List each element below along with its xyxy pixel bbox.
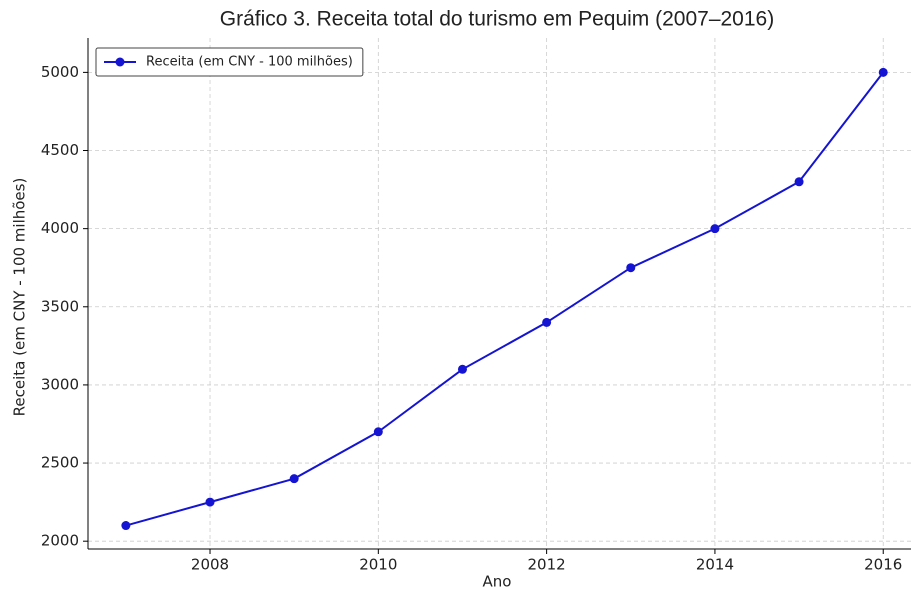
data-point: [457, 364, 467, 374]
data-point: [205, 497, 215, 507]
y-tick-label: 4000: [41, 219, 79, 237]
data-point: [373, 427, 383, 437]
y-tick-label: 2000: [41, 532, 79, 550]
data-point: [794, 177, 804, 187]
x-axis-label: Ano: [483, 573, 512, 591]
series-line: [125, 71, 885, 527]
chart-title: Gráfico 3. Receita total do turismo em P…: [220, 8, 774, 31]
x-tick-label: 2012: [528, 556, 566, 574]
y-axis-label: Receita (em CNY - 100 milhões): [11, 178, 29, 417]
data-point: [121, 521, 131, 531]
data-point: [626, 263, 636, 273]
x-tick-label: 2014: [696, 556, 734, 574]
y-tick-label: 3000: [41, 375, 79, 393]
data-point: [878, 67, 888, 77]
x-tick-label: 2008: [191, 556, 229, 574]
y-tick-label: 5000: [41, 63, 79, 81]
legend-label: Receita (em CNY - 100 milhões): [146, 55, 353, 70]
legend-marker: [115, 57, 125, 67]
x-tick-label: 2010: [359, 556, 397, 574]
x-tick-label: 2016: [864, 556, 902, 574]
y-tick-label: 2500: [41, 454, 79, 472]
y-tick-label: 4500: [41, 141, 79, 159]
legend-box: [95, 47, 364, 77]
data-point: [710, 224, 720, 234]
data-point: [542, 317, 552, 327]
data-point: [289, 474, 299, 484]
y-tick-label: 3500: [41, 297, 79, 315]
